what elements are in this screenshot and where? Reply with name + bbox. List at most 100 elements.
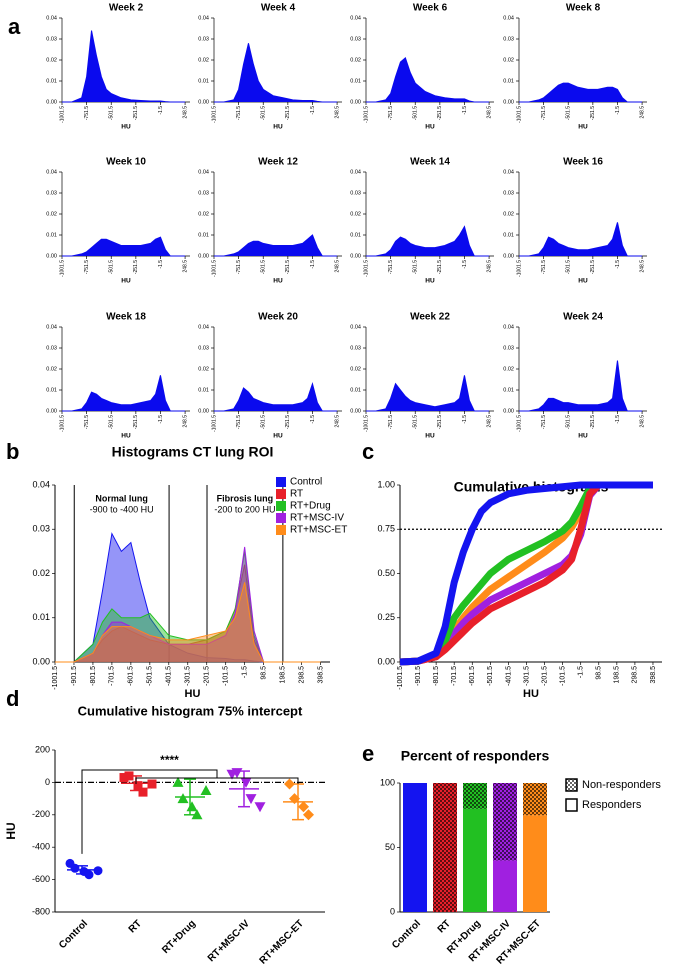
- data-point: [191, 809, 203, 820]
- x-tick-label: 248.5: [334, 415, 340, 428]
- y-tick-label: -400: [32, 842, 50, 852]
- x-tick-label: -1001.5: [59, 106, 65, 123]
- x-tick-label: -501.5: [566, 415, 572, 429]
- x-tick-label: 98.5: [596, 666, 603, 680]
- legend-label: Responders: [582, 799, 642, 811]
- significance-bracket: [81, 769, 299, 854]
- area-outline: [214, 381, 338, 412]
- x-tick-label: -251.5: [437, 260, 443, 274]
- area-outline: [519, 222, 643, 257]
- y-tick-label: -200: [32, 809, 50, 819]
- data-point: [84, 870, 94, 880]
- area-fill: [62, 237, 186, 256]
- x-tick-label: -801.5: [433, 666, 440, 686]
- chart-title: Week 20: [258, 312, 298, 323]
- x-tick-label: -251.5: [133, 415, 139, 429]
- x-axis-label: HU: [121, 278, 131, 285]
- x-tick-label: -1.5: [158, 260, 164, 269]
- x-tick-label: -751.5: [388, 415, 394, 429]
- x-tick-label: -251.5: [285, 415, 291, 429]
- x-tick-label: 298.5: [632, 666, 639, 684]
- bar-pattern: [433, 783, 457, 912]
- x-tick-label: 248.5: [486, 260, 492, 273]
- chart-title: Week 10: [106, 157, 146, 168]
- y-tick-label: 0: [45, 777, 50, 787]
- y-tick-label: 0.03: [198, 190, 209, 196]
- x-tick-label: -751.5: [388, 260, 394, 274]
- area-fill: [519, 83, 643, 102]
- x-tick-label: -1.5: [462, 260, 468, 269]
- x-tick-label: -251.5: [285, 106, 291, 120]
- x-tick-label: -701.5: [109, 666, 116, 686]
- area-fill: [55, 564, 321, 662]
- y-tick-label: 0.04: [46, 169, 57, 175]
- x-tick-label: -801.5: [90, 666, 97, 686]
- x-tick-label: -501.5: [566, 260, 572, 274]
- x-tick-label: -1.5: [158, 415, 164, 424]
- y-tick-label: 0.00: [503, 408, 514, 414]
- x-tick-label: -501.5: [413, 106, 419, 120]
- area-outline: [55, 546, 321, 663]
- x-tick-label: -1.5: [615, 260, 621, 269]
- x-tick-label: -1.5: [462, 106, 468, 115]
- y-tick-label: 0.04: [350, 324, 361, 330]
- legend-label: RT+MSC-IV: [290, 513, 344, 524]
- area-outline: [55, 532, 321, 663]
- panel-letter: a: [8, 14, 21, 39]
- y-tick-label: 0.01: [503, 232, 514, 238]
- x-tick-label: -901.5: [415, 666, 422, 686]
- y-tick-label: 0.01: [350, 78, 361, 84]
- y-tick-label: 0.03: [503, 36, 514, 42]
- y-tick-label: 0.00: [198, 408, 209, 414]
- chart-title: Percent of responders: [401, 748, 550, 764]
- y-tick-label: 0.03: [198, 36, 209, 42]
- x-tick-label: -1001.5: [363, 415, 369, 432]
- x-tick-label: -251.5: [590, 106, 596, 120]
- x-tick-label: -101.5: [223, 666, 230, 686]
- legend-swatch: [276, 501, 286, 511]
- legend-label: RT+Drug: [290, 501, 331, 512]
- x-axis-label: HU: [273, 278, 283, 285]
- x-axis-label: HU: [578, 278, 588, 285]
- y-tick-label: 0.04: [198, 169, 209, 175]
- x-tick-label: -751.5: [84, 260, 90, 274]
- cumulative-line: [399, 481, 653, 666]
- y-tick-label: 0.00: [46, 408, 57, 414]
- x-tick-label: 198.5: [614, 666, 621, 684]
- y-tick-label: 0.03: [350, 36, 361, 42]
- y-tick-label: 0.01: [503, 387, 514, 393]
- y-tick-label: 0.00: [198, 99, 209, 105]
- chart-title: Week 24: [563, 312, 603, 323]
- y-tick-label: 0.01: [198, 232, 209, 238]
- x-tick-label: -601.5: [128, 666, 135, 686]
- x-tick-label: Control: [57, 918, 90, 951]
- x-tick-label: 248.5: [486, 106, 492, 119]
- panel-letter: d: [6, 686, 19, 711]
- x-tick-label: -1001.5: [516, 260, 522, 277]
- x-tick-label: 398.5: [317, 666, 324, 684]
- y-tick-label: 0.02: [350, 366, 361, 372]
- area-outline: [366, 375, 490, 412]
- area-fill: [366, 226, 490, 256]
- y-tick-label: 0.01: [503, 78, 514, 84]
- x-tick-label: -251.5: [133, 106, 139, 120]
- x-tick-label: -751.5: [84, 415, 90, 429]
- y-tick-label: 0.01: [46, 78, 57, 84]
- x-tick-label: -1001.5: [363, 106, 369, 123]
- area-fill: [214, 383, 338, 411]
- x-tick-label: -251.5: [437, 106, 443, 120]
- y-tick-label: 0.04: [503, 15, 514, 21]
- x-tick-label: -751.5: [236, 415, 242, 429]
- x-tick-label: -501.5: [413, 260, 419, 274]
- y-tick-label: 100: [380, 777, 395, 787]
- y-tick-label: 0.25: [377, 612, 395, 622]
- legend-label: Non-responders: [582, 779, 661, 791]
- x-tick-label: -1001.5: [211, 260, 217, 277]
- x-tick-label: -751.5: [236, 260, 242, 274]
- chart-title: Histograms CT lung ROI: [112, 444, 274, 460]
- y-tick-label: 0.04: [503, 324, 514, 330]
- x-tick-label: 298.5: [298, 666, 305, 684]
- x-tick-label: 248.5: [182, 415, 188, 428]
- x-tick-label: -401.5: [166, 666, 173, 686]
- area-outline: [214, 43, 338, 103]
